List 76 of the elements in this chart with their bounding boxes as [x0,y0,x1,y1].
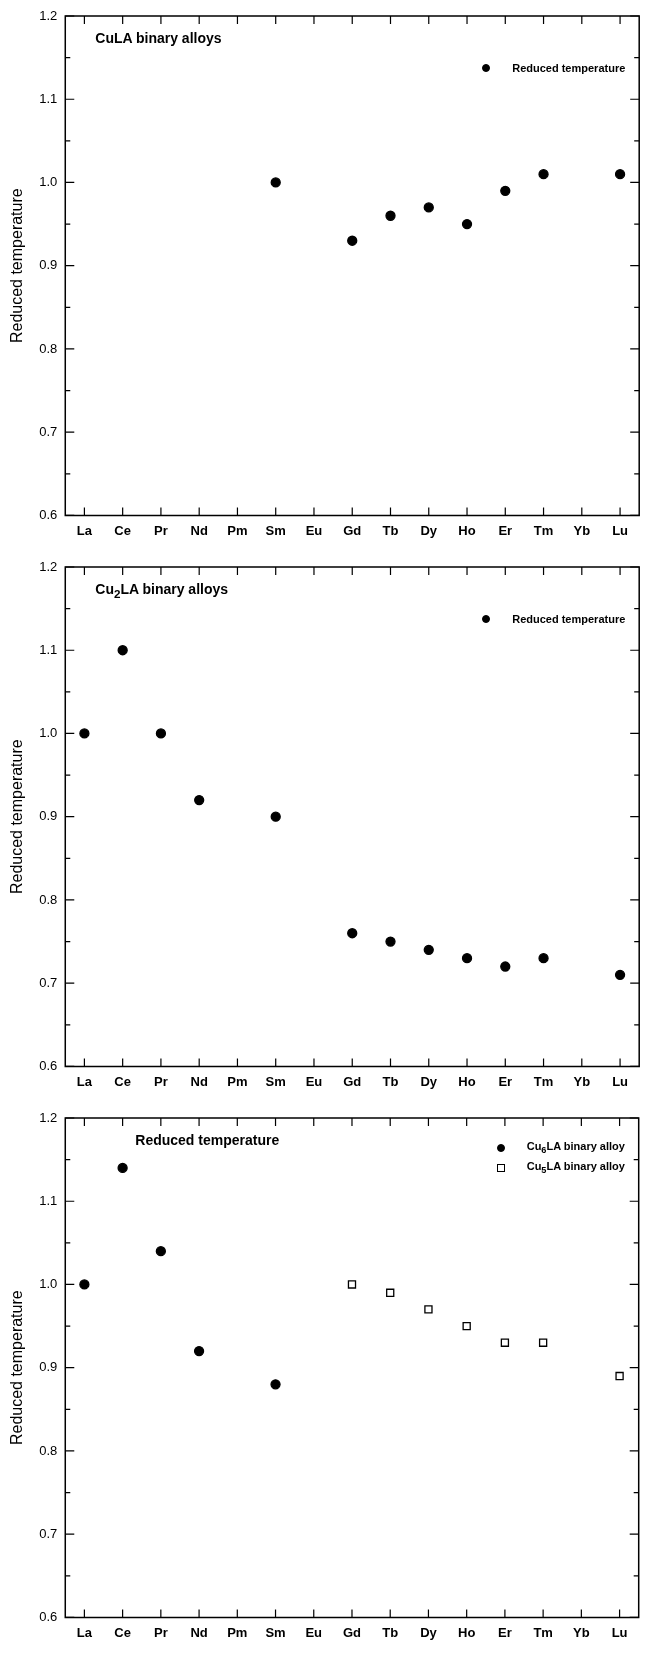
x-tick-label: Lu [612,522,629,538]
x-tick-label: Eu [305,1073,323,1089]
y-tick-label: 0.6 [39,1608,58,1624]
x-tick-label: La [76,1073,93,1089]
y-tick-label: 0.6 [39,506,58,522]
x-tick-label: Ho [458,1624,476,1640]
x-tick-label: Dy [420,1624,438,1640]
x-tick-label: Pm [227,1624,248,1640]
x-tick-label: Er [498,1624,512,1640]
x-tick-label: Sm [265,1073,286,1089]
y-tick-label: 1.1 [39,1192,58,1208]
legend-label: Cu$_{6}$LA binary alloy [526,1140,625,1156]
y-tick-label: 0.7 [39,423,58,439]
x-tick-label: Yb [573,522,591,538]
y-tick-label: 1.1 [39,90,58,106]
y-tick-label: 0.9 [39,1359,58,1375]
x-tick-label: Eu [305,522,323,538]
text: Reduced temperature [135,1132,280,1148]
x-tick-label: Lu [611,1624,628,1640]
legend-label: Cu$_{5}$LA binary alloy [526,1160,625,1176]
y-tick-label: 1.2 [39,1109,58,1125]
x-tick-label: Tb [382,1624,399,1640]
x-tick-label: Tm [533,522,554,538]
x-tick-label: Pm [227,1073,248,1089]
x-tick-label: Gd [342,1624,362,1640]
x-tick-label: Tm [533,1624,553,1640]
x-tick-label: Pm [227,522,248,538]
y-tick-label: 1.2 [39,558,58,574]
x-tick-label: Nd [190,1073,208,1089]
x-tick-label: La [76,522,93,538]
x-tick-label: Er [498,1073,513,1089]
text: Cu$_{2}$LA binary alloys [95,581,229,600]
y-tick-label: 1.0 [39,174,58,190]
x-tick-label: Ce [114,1073,131,1089]
x-tick-label: Ce [114,522,131,538]
x-tick-label: Er [498,522,513,538]
x-tick-label: Tm [533,1073,554,1089]
y-tick-label: 0.9 [39,257,58,273]
y-tick-label: 0.8 [39,1442,58,1458]
x-tick-label: Nd [190,522,208,538]
y-tick-label: 1.0 [39,725,58,741]
y-tick-label: 0.8 [39,891,58,907]
x-tick-label: Dy [420,1073,438,1089]
x-tick-label: Ho [458,522,476,538]
y-tick-label: 0.7 [39,974,58,990]
y-tick-label: 1.2 [39,7,58,23]
x-tick-label: Pr [153,1624,168,1640]
x-tick-label: Pr [154,522,168,538]
x-tick-label: Pr [154,1073,168,1089]
legend-label: Reduced temperature [512,613,626,625]
x-tick-label: Eu [305,1624,323,1640]
y-tick-label: 0.8 [39,340,58,356]
x-tick-label: Tb [382,1073,399,1089]
y-axis-title: Reduced temperature [8,739,26,895]
x-tick-label: Lu [612,1073,629,1089]
x-tick-label: Nd [190,1624,208,1640]
x-tick-label: La [76,1624,93,1640]
text: CuLA binary alloys [95,30,222,46]
x-tick-label: Gd [343,1073,362,1089]
y-tick-label: 1.1 [39,641,58,657]
y-tick-label: 0.9 [39,808,58,824]
x-tick-label: Ce [114,1624,131,1640]
x-tick-label: Sm [265,1624,286,1640]
x-tick-label: Gd [343,522,362,538]
x-tick-label: Dy [420,522,438,538]
y-axis-title: Reduced temperature [8,1290,26,1446]
x-tick-label: Ho [458,1073,476,1089]
x-tick-label: Yb [573,1624,590,1640]
y-tick-label: 1.0 [39,1276,58,1292]
x-tick-label: Yb [573,1073,591,1089]
y-tick-label: 0.7 [39,1525,58,1541]
y-tick-label: 0.6 [39,1057,58,1073]
x-tick-label: Tb [382,522,399,538]
y-axis-title: Reduced temperature [8,188,26,344]
legend-label: Reduced temperature [512,62,626,74]
x-tick-label: Sm [265,522,286,538]
